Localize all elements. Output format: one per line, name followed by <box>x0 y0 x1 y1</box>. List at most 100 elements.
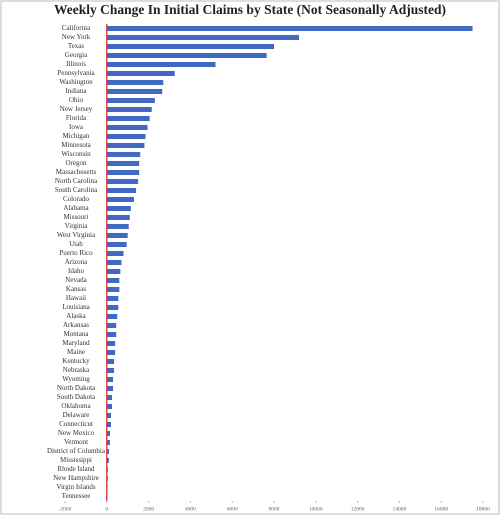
y-tick-label: Indiana <box>66 87 88 95</box>
y-tick-label: Minnesota <box>61 141 91 149</box>
y-tick-label: Nebraska <box>63 366 90 374</box>
bar <box>106 61 216 68</box>
bar <box>106 286 120 293</box>
y-tick-label: District of Columbia <box>47 447 106 455</box>
y-tick-label: Massachusetts <box>56 168 97 176</box>
x-tick-label: 10000 <box>309 506 323 512</box>
x-tick-label: 4000 <box>185 506 196 512</box>
bar <box>106 232 128 239</box>
x-tick-label: 2000 <box>143 506 154 512</box>
y-tick-label: South Dakota <box>57 393 96 401</box>
bar <box>106 160 140 167</box>
bar <box>106 304 119 311</box>
y-tick-label: Wyoming <box>62 375 90 383</box>
bar <box>106 439 110 446</box>
y-tick-label: Florida <box>66 114 87 122</box>
y-tick-label: Ohio <box>69 96 84 104</box>
y-tick-label: Texas <box>68 42 85 50</box>
x-tick-label: 16000 <box>434 506 448 512</box>
bar <box>106 295 119 302</box>
y-tick-label: West Virginia <box>57 231 96 239</box>
y-tick-label: Oklahoma <box>61 402 91 410</box>
bar <box>106 394 113 401</box>
y-tick-label: Nevada <box>65 276 87 284</box>
y-tick-label: Pennsylvania <box>57 69 95 77</box>
bar <box>106 250 124 257</box>
bar <box>106 34 300 41</box>
y-tick-label: North Carolina <box>55 177 98 185</box>
y-tick-label: Kansas <box>66 285 86 293</box>
bar <box>106 133 146 140</box>
bar <box>106 268 121 275</box>
bar <box>106 79 164 86</box>
chart-title: Weekly Change In Initial Claims by State… <box>54 2 446 17</box>
bar <box>106 43 274 50</box>
bar <box>106 187 137 194</box>
bar <box>106 367 115 374</box>
bar <box>106 151 141 158</box>
y-tick-label: Connecticut <box>59 420 93 428</box>
bar <box>106 88 163 95</box>
bar <box>106 70 175 77</box>
x-tick-label: -2000 <box>59 506 72 512</box>
bar <box>106 376 114 383</box>
x-tick-label: 18000 <box>476 506 490 512</box>
bar <box>106 385 114 392</box>
bar <box>106 322 117 329</box>
bar <box>106 196 134 203</box>
y-tick-label: Illinois <box>66 60 86 68</box>
bar <box>106 142 145 149</box>
x-tick-label: 8000 <box>269 506 280 512</box>
y-tick-label: North Dakota <box>57 384 96 392</box>
y-tick-label: Utah <box>69 240 83 248</box>
y-tick-label: Georgia <box>65 51 88 59</box>
bar <box>106 223 129 230</box>
y-tick-label: Virgin Islands <box>56 483 96 491</box>
y-tick-label: Mississippi <box>60 456 92 464</box>
y-tick-label: Maryland <box>62 339 90 347</box>
y-tick-label: Kentucky <box>62 357 90 365</box>
bar <box>106 115 150 122</box>
y-tick-label: Delaware <box>63 411 90 419</box>
bar <box>106 412 111 419</box>
bar <box>106 313 118 320</box>
bar <box>106 106 152 113</box>
bar <box>106 277 120 284</box>
bar <box>106 448 109 455</box>
bar <box>106 124 148 131</box>
y-tick-label: Washington <box>59 78 93 86</box>
bar <box>106 421 111 428</box>
bar <box>106 358 115 365</box>
x-tick-label: 6000 <box>227 506 238 512</box>
y-tick-label: Virginia <box>65 222 89 230</box>
y-tick-label: New Hampshire <box>53 474 99 482</box>
y-tick-label: New York <box>62 33 91 41</box>
y-tick-label: California <box>62 24 91 32</box>
y-tick-label: Colorado <box>63 195 90 203</box>
x-tick-label: 12000 <box>351 506 365 512</box>
x-tick-label: 0 <box>105 506 108 512</box>
y-tick-label: Michigan <box>63 132 90 140</box>
bar <box>106 178 139 185</box>
y-tick-label: Louisiana <box>62 303 90 311</box>
y-tick-label: Idaho <box>68 267 84 275</box>
y-tick-label: New Jersey <box>60 105 93 113</box>
y-tick-label: Hawaii <box>66 294 86 302</box>
y-tick-label: Tennessee <box>62 492 91 500</box>
y-tick-label: Oregon <box>66 159 87 167</box>
bar <box>106 331 117 338</box>
bar <box>106 25 473 32</box>
y-tick-label: Vermont <box>64 438 88 446</box>
y-tick-label: Maine <box>67 348 85 356</box>
x-tick-label: 14000 <box>393 506 407 512</box>
bar <box>106 340 116 347</box>
y-tick-label: Alabama <box>63 204 89 212</box>
bar <box>106 457 109 464</box>
y-tick-label: Alaska <box>66 312 86 320</box>
y-tick-label: Arizona <box>65 258 88 266</box>
y-tick-label: New Mexico <box>58 429 95 437</box>
bar <box>106 403 113 410</box>
y-tick-label: South Carolina <box>55 186 98 194</box>
bar <box>106 214 130 221</box>
